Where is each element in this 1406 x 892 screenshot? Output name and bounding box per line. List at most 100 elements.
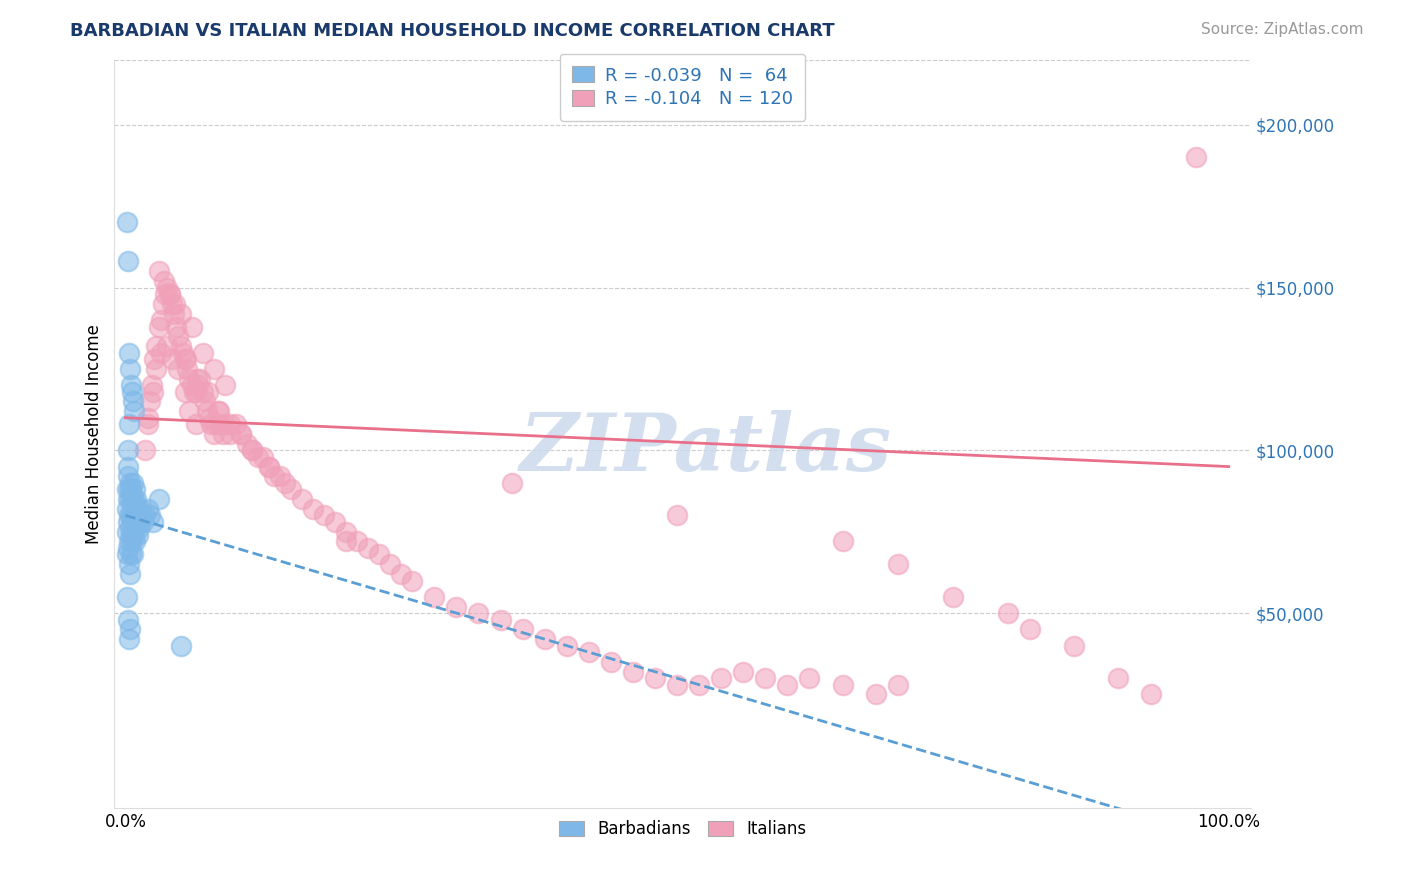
- Point: [1063, 639, 1085, 653]
- Point: [118, 345, 141, 359]
- Point: [214, 378, 236, 392]
- Point: [174, 352, 197, 367]
- Point: [159, 287, 181, 301]
- Point: [148, 492, 170, 507]
- Point: [179, 372, 201, 386]
- Point: [555, 639, 578, 653]
- Point: [501, 475, 523, 490]
- Point: [191, 345, 214, 359]
- Legend: Barbadians, Italians: Barbadians, Italians: [553, 814, 813, 845]
- Point: [120, 528, 142, 542]
- Point: [512, 623, 534, 637]
- Point: [335, 534, 357, 549]
- Point: [145, 362, 167, 376]
- Point: [153, 287, 176, 301]
- Point: [335, 524, 357, 539]
- Point: [886, 558, 908, 572]
- Point: [115, 590, 138, 604]
- Point: [225, 417, 247, 432]
- Point: [122, 502, 145, 516]
- Point: [240, 443, 263, 458]
- Point: [644, 671, 666, 685]
- Point: [115, 215, 138, 229]
- Point: [776, 678, 799, 692]
- Point: [183, 384, 205, 399]
- Point: [128, 521, 150, 535]
- Point: [117, 613, 139, 627]
- Point: [380, 558, 402, 572]
- Point: [149, 313, 172, 327]
- Point: [231, 427, 253, 442]
- Point: [117, 443, 139, 458]
- Point: [165, 319, 187, 334]
- Point: [219, 417, 242, 432]
- Point: [169, 307, 191, 321]
- Point: [190, 372, 212, 386]
- Point: [134, 443, 156, 458]
- Point: [138, 508, 160, 523]
- Point: [688, 678, 710, 692]
- Point: [269, 469, 291, 483]
- Point: [115, 524, 138, 539]
- Point: [118, 623, 141, 637]
- Point: [180, 319, 202, 334]
- Point: [167, 362, 190, 376]
- Point: [118, 632, 141, 647]
- Point: [120, 548, 142, 562]
- Point: [124, 508, 146, 523]
- Point: [128, 508, 150, 523]
- Point: [186, 372, 208, 386]
- Point: [207, 404, 229, 418]
- Point: [1019, 623, 1042, 637]
- Point: [117, 515, 139, 529]
- Point: [169, 639, 191, 653]
- Point: [831, 678, 853, 692]
- Point: [184, 417, 207, 432]
- Point: [274, 475, 297, 490]
- Point: [136, 502, 159, 516]
- Point: [118, 534, 141, 549]
- Point: [115, 502, 138, 516]
- Point: [117, 469, 139, 483]
- Point: [467, 606, 489, 620]
- Point: [195, 404, 218, 418]
- Point: [240, 443, 263, 458]
- Point: [174, 384, 197, 399]
- Point: [115, 548, 138, 562]
- Point: [165, 297, 187, 311]
- Point: [142, 515, 165, 529]
- Point: [142, 384, 165, 399]
- Point: [357, 541, 380, 555]
- Point: [198, 410, 221, 425]
- Point: [202, 362, 225, 376]
- Point: [124, 483, 146, 497]
- Point: [214, 417, 236, 432]
- Point: [200, 417, 222, 432]
- Point: [180, 378, 202, 392]
- Point: [179, 404, 201, 418]
- Point: [263, 469, 285, 483]
- Y-axis label: Median Household Income: Median Household Income: [86, 324, 103, 544]
- Point: [666, 508, 689, 523]
- Text: Source: ZipAtlas.com: Source: ZipAtlas.com: [1201, 22, 1364, 37]
- Point: [129, 502, 152, 516]
- Point: [118, 492, 141, 507]
- Point: [138, 394, 160, 409]
- Point: [219, 427, 242, 442]
- Point: [202, 427, 225, 442]
- Point: [148, 264, 170, 278]
- Point: [125, 492, 148, 507]
- Point: [122, 404, 145, 418]
- Point: [115, 483, 138, 497]
- Point: [323, 515, 346, 529]
- Point: [118, 508, 141, 523]
- Point: [236, 437, 259, 451]
- Point: [160, 297, 183, 311]
- Point: [122, 515, 145, 529]
- Point: [120, 483, 142, 497]
- Point: [184, 384, 207, 399]
- Point: [291, 492, 314, 507]
- Point: [368, 548, 391, 562]
- Point: [120, 378, 142, 392]
- Point: [163, 307, 186, 321]
